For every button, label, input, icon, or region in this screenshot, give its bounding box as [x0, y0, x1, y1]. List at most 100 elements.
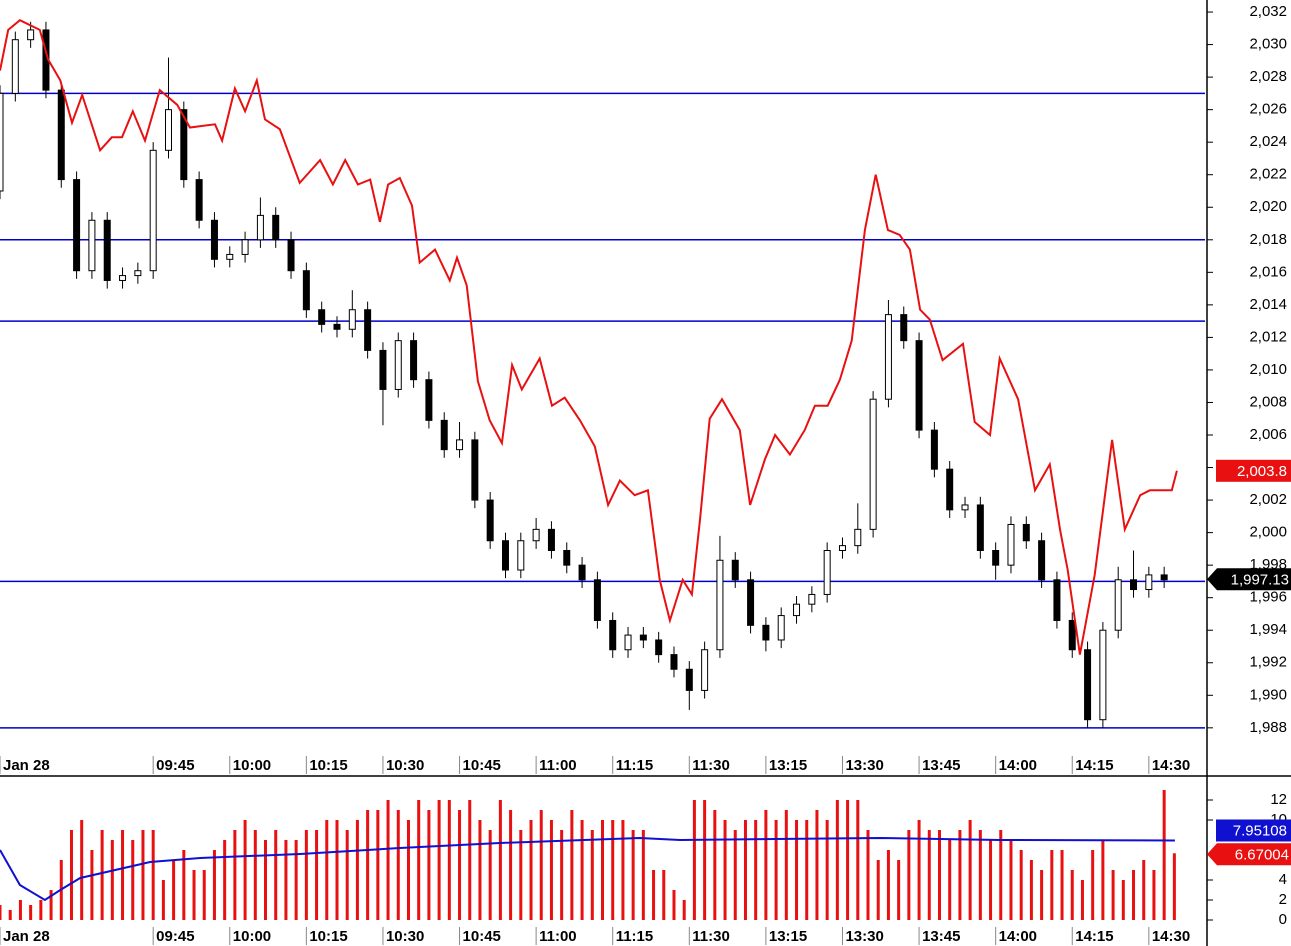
line-series: [0, 19, 1178, 655]
candle-body: [946, 468, 954, 511]
y-tick-label: 1,994: [1249, 621, 1287, 638]
x-tick-label: Jan 28: [3, 928, 50, 945]
candle-body: [532, 528, 540, 542]
volume-bar: [110, 840, 114, 920]
x-tick-label: Jan 28: [3, 757, 50, 774]
volume-bar: [539, 810, 543, 920]
volume-bar: [519, 830, 523, 920]
y-tick-label: 2,032: [1249, 3, 1287, 20]
x-tick-label: 13:15: [769, 757, 807, 774]
candle-body: [88, 219, 96, 272]
volume-bar: [641, 830, 645, 920]
candle-body: [563, 550, 571, 566]
candle-body: [1114, 579, 1122, 631]
candle-body: [793, 603, 801, 617]
candle-body: [272, 214, 280, 241]
candle-body: [501, 540, 509, 571]
candle-body: [103, 219, 111, 281]
y-tick-label: 2,006: [1249, 426, 1287, 443]
candle-body: [639, 634, 647, 641]
volume-bar: [90, 850, 94, 920]
volume-bar: [611, 820, 615, 920]
volume-bar: [498, 800, 502, 920]
volume-bar: [723, 820, 727, 920]
y-tick-label: 2,012: [1249, 328, 1287, 345]
volume-bar: [978, 830, 982, 920]
candle-body: [379, 349, 387, 390]
x-tick-label: 09:45: [156, 757, 194, 774]
volume-bar: [560, 830, 564, 920]
x-tick-label: 10:30: [386, 757, 424, 774]
candle-body: [471, 439, 479, 501]
candle-body: [1084, 649, 1092, 721]
y-tick-label: 1,996: [1249, 589, 1287, 606]
x-tick-label: 13:30: [845, 928, 883, 945]
x-tick-label: 14:15: [1075, 757, 1113, 774]
volume-bar: [8, 910, 12, 920]
volume-bar: [1172, 853, 1176, 920]
candle-body: [1053, 579, 1061, 621]
y-tick-label: 0: [1279, 911, 1287, 928]
candle-body: [410, 340, 418, 381]
candle-body: [655, 639, 663, 656]
candle-body: [547, 528, 555, 552]
volume-bar: [662, 870, 666, 920]
candle-body: [1007, 523, 1015, 566]
volume-bar: [1050, 850, 1054, 920]
candle-body: [777, 615, 785, 641]
volume-bar: [917, 820, 921, 920]
volume-bar: [304, 830, 308, 920]
candle-body: [1038, 540, 1046, 581]
y-tick-label: 2,016: [1249, 263, 1287, 280]
volume-bar: [907, 830, 911, 920]
candle-body: [747, 579, 755, 626]
volume-bar: [570, 810, 574, 920]
candle-body: [716, 559, 724, 651]
candle-body: [976, 504, 984, 552]
volume-bar: [1111, 870, 1115, 920]
volume-bar: [1152, 870, 1156, 920]
volume-bar: [733, 830, 737, 920]
volume-bar: [937, 830, 941, 920]
candle-body: [915, 340, 923, 431]
x-tick-label: 10:00: [233, 928, 271, 945]
volume-bar: [264, 840, 268, 920]
volume-bar: [80, 820, 84, 920]
volume-bar: [1009, 840, 1013, 920]
candle-body: [456, 439, 464, 451]
x-tick-label: 13:30: [845, 757, 883, 774]
candle-body: [670, 654, 678, 670]
volume-bar: [345, 830, 349, 920]
x-tick-label: 10:45: [463, 757, 501, 774]
volume-bar: [1070, 870, 1074, 920]
candle-body: [1068, 619, 1076, 651]
last-value-box: [1207, 843, 1291, 866]
y-tick-label: 1,992: [1249, 654, 1287, 671]
candle-body: [0, 92, 4, 192]
candle-body: [1099, 629, 1107, 721]
x-tick-label: 13:45: [922, 757, 960, 774]
volume-bar: [1019, 850, 1023, 920]
volume-bar: [243, 820, 247, 920]
y-tick-label: 2,024: [1249, 133, 1287, 150]
volume-bar: [396, 810, 400, 920]
volume-bar: [815, 810, 819, 920]
volume-bar: [1132, 870, 1136, 920]
volume-bar: [631, 830, 635, 920]
volume-bar: [743, 820, 747, 920]
volume-bar: [406, 820, 410, 920]
volume-bar: [713, 810, 717, 920]
y-tick-label: 12: [1270, 791, 1287, 808]
volume-bar: [121, 830, 125, 920]
candle-body: [119, 275, 127, 281]
candle-body: [348, 309, 356, 330]
volume-bar: [825, 820, 829, 920]
candle-body: [134, 270, 142, 277]
x-tick-label: 10:00: [233, 757, 271, 774]
volume-bar: [18, 900, 22, 920]
candle-body: [1145, 574, 1153, 591]
candle-body: [440, 419, 448, 451]
volume-bar: [192, 870, 196, 920]
candle-body: [318, 309, 326, 325]
